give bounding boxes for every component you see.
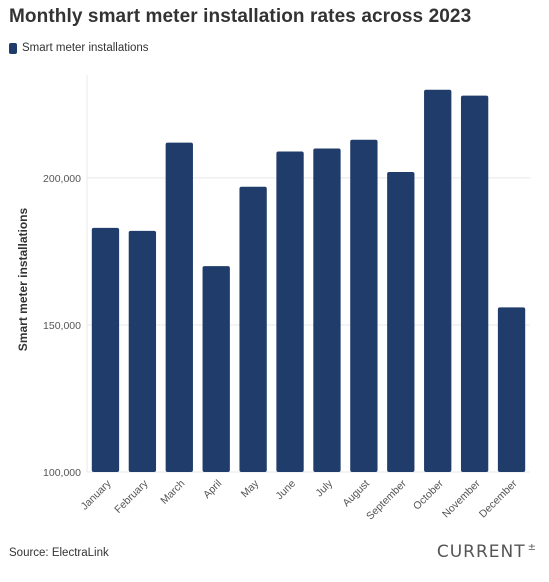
bar-june — [276, 151, 304, 472]
bar-august — [350, 139, 378, 472]
x-tick-label: June — [274, 478, 299, 503]
x-tick-label: July — [313, 477, 335, 499]
bar-april — [202, 266, 230, 472]
x-tick-label: October — [411, 477, 446, 512]
legend-label: Smart meter installations — [22, 42, 149, 54]
bar-november — [460, 95, 489, 473]
x-tick-label: March — [158, 478, 187, 507]
y-tick-label: 100,000 — [43, 467, 81, 479]
y-tick-labels: 100,000 150,000 200,000 — [43, 173, 81, 479]
x-tick-label: November — [440, 477, 483, 520]
legend: Smart meter installations — [9, 42, 149, 54]
bar-october — [424, 89, 452, 472]
x-tick-label: May — [239, 477, 262, 500]
bar-february — [128, 230, 157, 472]
bar-may — [239, 186, 267, 472]
bar-december — [497, 307, 526, 472]
bar-january — [91, 227, 120, 472]
chart-title: Monthly smart meter installation rates a… — [9, 6, 472, 27]
x-tick-label: February — [112, 477, 151, 516]
gridlines — [86, 75, 530, 473]
legend-swatch — [9, 42, 17, 54]
x-tick-label: September — [364, 477, 409, 522]
bar-september — [387, 172, 415, 473]
x-tick-label: August — [340, 478, 372, 510]
bars — [91, 89, 526, 473]
y-tick-label: 150,000 — [43, 320, 81, 332]
brand-mark: ± — [527, 542, 537, 554]
x-tick-label: December — [477, 477, 520, 520]
y-tick-label: 200,000 — [43, 173, 81, 185]
bar-july — [313, 148, 341, 472]
x-tick-label: April — [201, 478, 224, 501]
brand-logo: CURRENT ± — [437, 542, 537, 562]
bar-march — [165, 142, 193, 473]
y-axis-title: Smart meter installations — [16, 207, 30, 351]
x-tick-label: January — [79, 477, 114, 512]
brand-name: CURRENT — [436, 542, 526, 562]
source-note: Source: ElectraLink — [9, 547, 109, 559]
